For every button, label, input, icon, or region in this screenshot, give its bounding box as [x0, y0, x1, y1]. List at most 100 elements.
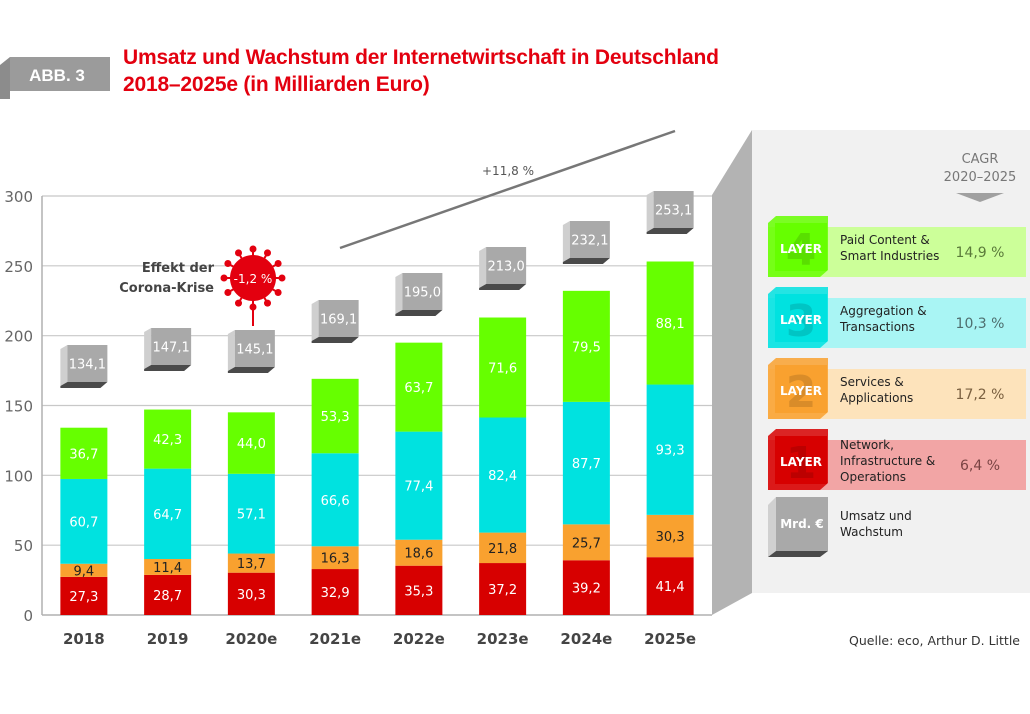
total-cube-label: Mrd. € [780, 517, 824, 531]
bar-segment-layer-1 [144, 574, 192, 615]
legend-cagr-value: 10,3 % [956, 316, 1005, 332]
total-box-bottom [395, 310, 443, 316]
bar-segment-layer-3 [311, 453, 359, 547]
total-box: 232,1 [562, 221, 610, 264]
total-box-face [151, 328, 192, 365]
total-box: 253,1 [646, 191, 694, 234]
legend-item-label: Umsatz und [840, 509, 912, 523]
total-box-side [479, 247, 487, 288]
total-value-label: 213,0 [488, 260, 525, 275]
bar-value-label: 44,0 [237, 437, 266, 452]
bar-segment-layer-4 [479, 317, 527, 418]
bar-value-label: 77,4 [404, 480, 433, 495]
bar-value-label: 79,5 [572, 340, 601, 355]
legend-cagr-value: 17,2 % [956, 387, 1005, 403]
bar-segment-layer-2 [479, 532, 527, 564]
bar-segment-layer-3 [227, 473, 275, 554]
virus-spike-tip [274, 260, 282, 267]
bar-segment-layer-1 [311, 569, 359, 615]
total-box-side [562, 221, 570, 262]
bar-segment-layer-3 [144, 468, 192, 559]
legend-item-label: Wachstum [840, 525, 903, 539]
virus-body [230, 255, 276, 301]
bar-value-label: 64,7 [153, 508, 182, 523]
bar-value-label: 28,7 [153, 589, 182, 604]
virus-spike-tip [224, 289, 232, 296]
total-box-bottom [562, 258, 610, 264]
legend-item-label: Infrastructure & [840, 454, 935, 468]
y-tick-label: 300 [4, 188, 33, 206]
total-box: 169,1 [311, 300, 359, 343]
layer-cube-face [775, 294, 827, 342]
bar-segment-layer-3 [562, 401, 610, 525]
total-box: 213,0 [479, 247, 527, 290]
cagr-header-line-1: CAGR [962, 152, 999, 167]
total-box-side [227, 330, 235, 371]
bar-value-label: 53,3 [321, 410, 350, 425]
legend-item-label: Services & [840, 375, 904, 389]
bar-segment-layer-4 [60, 427, 108, 479]
total-box-side [395, 273, 403, 314]
total-box: 145,1 [227, 330, 275, 373]
y-tick-label: 250 [4, 258, 33, 276]
total-box-bottom [646, 228, 694, 234]
total-value-label: 253,1 [655, 204, 692, 219]
bar-value-label: 39,2 [572, 582, 601, 597]
x-tick-label: 2022e [393, 630, 445, 648]
y-tick-label: 50 [14, 537, 33, 555]
bar-segment-layer-3 [395, 431, 443, 540]
legend-item-label: Applications [840, 391, 913, 405]
y-tick-label: 0 [23, 607, 33, 625]
bar-segment-layer-1 [646, 557, 694, 615]
figure-badge: ABB. 3 [0, 57, 110, 99]
total-value-label: 147,1 [153, 341, 190, 356]
bar-value-label: 63,7 [404, 381, 433, 396]
bar-value-label: 41,4 [656, 580, 685, 595]
bar-segment-layer-1 [227, 572, 275, 615]
total-box-side [646, 191, 654, 232]
bar-segment-layer-2 [395, 539, 443, 566]
bar-value-label: 71,6 [488, 362, 517, 377]
trend-line [339, 129, 676, 250]
bar-segment-layer-2 [227, 553, 275, 573]
total-value-label: 195,0 [404, 286, 441, 301]
total-box: 195,0 [395, 273, 443, 316]
total-box-bottom [144, 365, 192, 371]
panel-side-wall [712, 130, 752, 615]
cagr-header-line-2: 2020–2025 [944, 170, 1017, 185]
bar-segment-layer-4 [144, 409, 192, 469]
virus-spike-tip [264, 249, 271, 257]
bar-value-label: 93,3 [656, 444, 685, 459]
total-value-label: 232,1 [571, 234, 608, 249]
bar-value-label: 88,1 [656, 317, 685, 332]
bar-segment-layer-2 [60, 563, 108, 577]
bar-value-label: 21,8 [488, 542, 517, 557]
bar-value-label: 35,3 [404, 584, 433, 599]
layer-number: 4 [786, 225, 817, 276]
title-line-1: Umsatz und Wachstum der Internetwirtscha… [123, 46, 719, 69]
cagr-arrow-icon [956, 193, 1004, 202]
bar-segment-layer-1 [479, 563, 527, 615]
bar-value-label: 9,4 [74, 564, 95, 579]
total-box-side [60, 345, 68, 386]
legend-item-label: Smart Industries [840, 249, 939, 263]
trend-label: +11,8 % [482, 164, 534, 178]
y-tick-label: 200 [4, 328, 33, 346]
bar-segment-layer-3 [60, 478, 108, 564]
bar-segment-layer-4 [395, 342, 443, 432]
y-tick-label: 150 [4, 398, 33, 416]
virus-spike-tip [249, 245, 257, 253]
source-note: Quelle: eco, Arthur D. Little [849, 633, 1020, 648]
bar-value-label: 82,4 [488, 469, 517, 484]
total-value-label: 134,1 [69, 358, 106, 373]
bar-value-label: 18,6 [404, 547, 433, 562]
total-box-face [569, 221, 610, 258]
total-box-side [311, 300, 319, 341]
virus-spike-tip [220, 274, 228, 282]
bar-segment-layer-4 [227, 412, 275, 474]
x-tick-label: 2025e [644, 630, 696, 648]
bar-value-label: 87,7 [572, 457, 601, 472]
